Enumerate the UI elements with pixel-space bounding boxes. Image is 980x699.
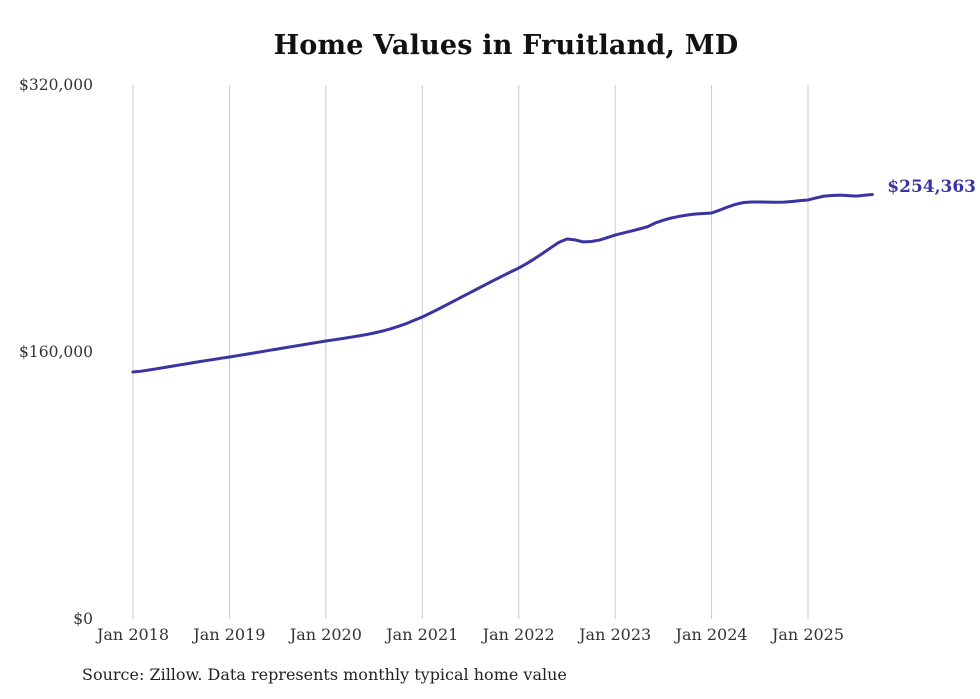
x-tick-label: Jan 2019: [193, 625, 266, 644]
y-tick-label: $0: [73, 609, 93, 628]
x-tick-label: Jan 2024: [675, 625, 748, 644]
source-note: Source: Zillow. Data represents monthly …: [82, 665, 567, 684]
x-tick-label: Jan 2023: [579, 625, 652, 644]
x-tick-label: Jan 2022: [482, 625, 555, 644]
x-tick-label: Jan 2018: [96, 625, 170, 644]
latest-value-label: $254,363: [887, 176, 976, 197]
y-tick-label: $160,000: [19, 342, 93, 361]
home-value-line: [131, 193, 874, 374]
y-tick-label: $320,000: [19, 75, 93, 94]
x-tick-label: Jan 2021: [386, 625, 459, 644]
x-tick-label: Jan 2025: [771, 625, 845, 644]
x-tick-label: Jan 2020: [289, 625, 362, 644]
chart-title: Home Values in Fruitland, MD: [273, 30, 739, 61]
